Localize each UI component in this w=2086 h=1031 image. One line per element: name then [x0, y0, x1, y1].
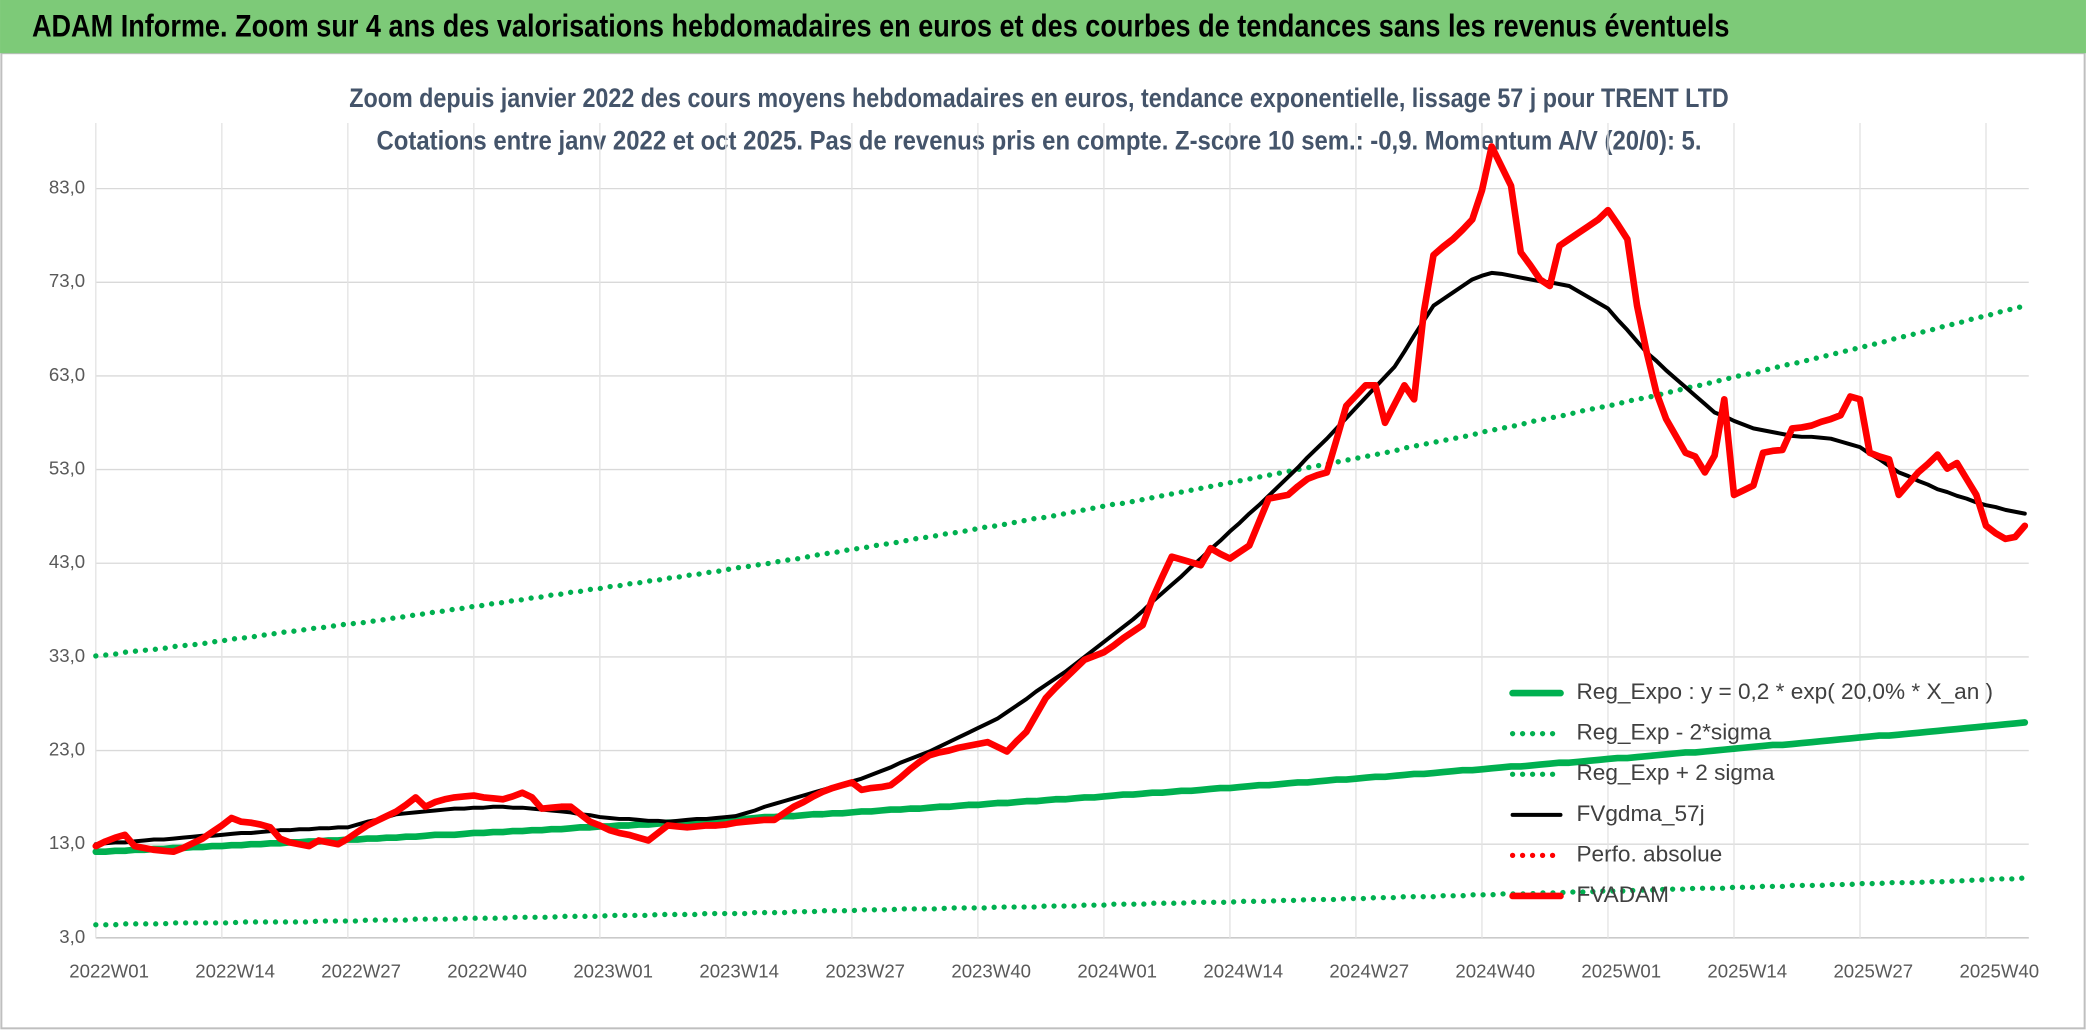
y-tick-label: 13,0 [49, 832, 85, 853]
y-tick-label: 63,0 [49, 364, 85, 385]
legend-label: Reg_Exp + 2 sigma [1576, 760, 1774, 785]
x-tick-label: 2024W01 [1077, 960, 1157, 981]
series-line [93, 875, 2028, 928]
x-tick-label: 2024W14 [1203, 960, 1283, 981]
x-tick-label: 2023W14 [699, 960, 779, 981]
x-tick-label: 2024W40 [1455, 960, 1535, 981]
x-tick-label: 2022W01 [69, 960, 149, 981]
x-tick-label: 2023W27 [825, 960, 905, 981]
series-line [93, 270, 2027, 847]
legend-label: Perfo. absolue [1576, 841, 1722, 866]
x-tick-label: 2025W40 [1959, 960, 2039, 981]
y-tick-label: 23,0 [49, 738, 85, 759]
legend-label: FVADAM [1576, 882, 1669, 907]
x-tick-label: 2024W27 [1329, 960, 1409, 981]
legend-label: Reg_Exp - 2*sigma [1576, 720, 1771, 745]
plot-lines [92, 143, 2029, 928]
header-band [0, 0, 2086, 54]
y-tick-label: 33,0 [49, 645, 85, 666]
legend-label: FVgdma_57j [1576, 801, 1704, 826]
header-title: ADAM Informe. Zoom sur 4 ans des valoris… [32, 7, 1729, 43]
x-tick-label: 2023W40 [951, 960, 1031, 981]
legend-label: Reg_Expo : y = 0,2 * exp( 20,0% * X_an ) [1576, 679, 1993, 704]
x-tick-label: 2022W27 [321, 960, 401, 981]
chart-subtitle: Cotations entre janv 2022 et oct 2025. P… [377, 125, 1702, 155]
x-tick-label: 2025W14 [1707, 960, 1787, 981]
y-tick-label: 73,0 [49, 270, 85, 291]
legend: Reg_Expo : y = 0,2 * exp( 20,0% * X_an )… [1509, 679, 1993, 907]
y-tick-label: 3,0 [59, 926, 85, 947]
y-tick-label: 43,0 [49, 551, 85, 572]
x-tick-label: 2025W01 [1581, 960, 1661, 981]
x-tick-label: 2025W27 [1833, 960, 1913, 981]
series-line [92, 719, 2029, 856]
x-tick-label: 2022W40 [447, 960, 527, 981]
x-tick-label: 2023W01 [573, 960, 653, 981]
series-line [92, 143, 2029, 856]
y-tick-label: 53,0 [49, 458, 85, 479]
x-tick-label: 2022W14 [195, 960, 275, 981]
chart-title: Zoom depuis janvier 2022 des cours moyen… [349, 83, 1729, 113]
y-tick-label: 83,0 [49, 177, 85, 198]
